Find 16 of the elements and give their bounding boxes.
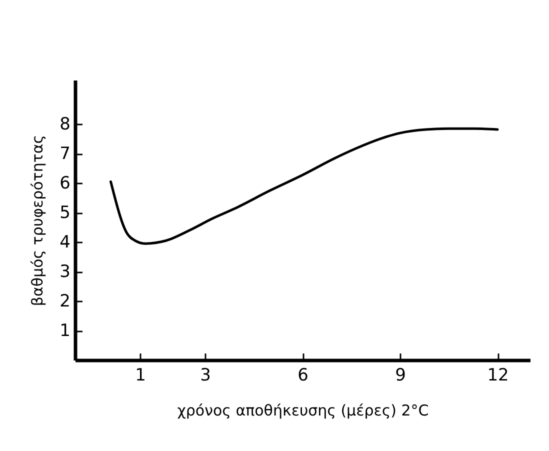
x-tick-label: 9	[395, 366, 406, 386]
x-tick-label: 3	[200, 366, 211, 386]
x-tick-label: 1	[135, 366, 146, 386]
y-tick-label: 7	[60, 144, 70, 164]
x-tick-label: 12	[487, 366, 509, 386]
y-tick-label: 6	[60, 174, 70, 194]
y-tick-label: 3	[60, 262, 70, 282]
y-tick-label: 4	[60, 232, 70, 253]
y-tick-label: 8	[60, 114, 70, 135]
y-tick-label: 2	[60, 292, 70, 312]
line-series	[110, 127, 499, 245]
y-tick-label: 5	[60, 203, 70, 224]
y-tick-label: 1	[60, 321, 70, 342]
x-axis-title: χρόνος αποθήκευσης (μέρες) 2°C	[177, 402, 429, 420]
x-tick-label: 6	[298, 366, 308, 386]
y-axis-title: βαθμός τρυφερότητας	[28, 134, 47, 306]
